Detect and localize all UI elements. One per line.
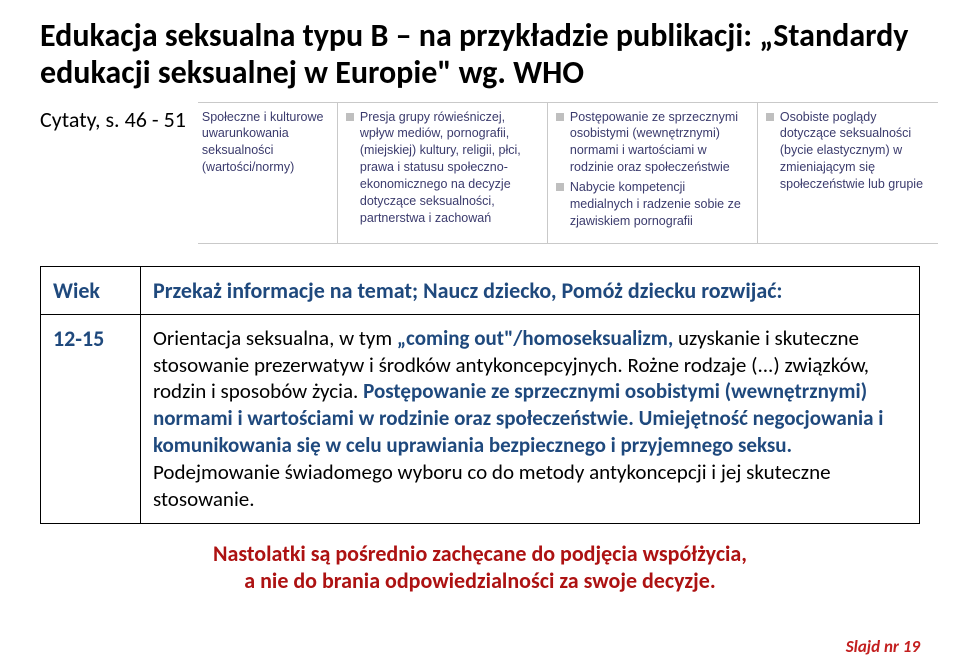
bullet-text: Nabycie kompetencji medialnych i radzeni…: [570, 179, 749, 230]
text-plain: Podejmowanie świadomego wyboru co do met…: [153, 459, 831, 512]
slide-title: Edukacja seksualna typu B – na przykładz…: [40, 18, 920, 92]
content-table: Wiek Przekaż informacje na temat; Naucz …: [40, 266, 920, 524]
slide-number: Slajd nr 19: [846, 636, 920, 657]
bullet-icon: [346, 113, 354, 121]
excerpt-col-2: Presja grupy rówieśniczej, wpływ mediów,…: [338, 103, 548, 243]
bullet-icon: [556, 113, 564, 121]
list-item: Nabycie kompetencji medialnych i radzeni…: [556, 179, 749, 230]
table-row: 12-15 Orientacja seksualna, w tym „comin…: [41, 314, 920, 523]
list-item: Presja grupy rówieśniczej, wpływ mediów,…: [346, 109, 539, 227]
td-age: 12-15: [41, 314, 141, 523]
text-plain: Orientacja seksualna, w tym: [153, 325, 397, 351]
citation-row: Cytaty, s. 46 - 51 Społeczne i kulturowe…: [40, 102, 920, 244]
list-item: Postępowanie ze sprzecznymi osobistymi (…: [556, 109, 749, 177]
bullet-icon: [766, 113, 774, 121]
bullet-text: Osobiste poglądy dotyczące seksualności …: [780, 109, 930, 193]
summary-text: Nastolatki są pośrednio zachęcane do pod…: [40, 540, 920, 595]
bullet-text: Postępowanie ze sprzecznymi osobistymi (…: [570, 109, 749, 177]
th-age: Wiek: [41, 266, 141, 314]
table-header-row: Wiek Przekaż informacje na temat; Naucz …: [41, 266, 920, 314]
bullet-text: Presja grupy rówieśniczej, wpływ mediów,…: [360, 109, 539, 227]
summary-line: a nie do brania odpowiedzialności za swo…: [244, 567, 715, 594]
th-content: Przekaż informacje na temat; Naucz dziec…: [141, 266, 920, 314]
excerpt-label-text: Społeczne i kulturowe uwarunkowania seks…: [202, 110, 324, 175]
list-item: Osobiste poglądy dotyczące seksualności …: [766, 109, 930, 193]
excerpt-col-3: Postępowanie ze sprzecznymi osobistymi (…: [548, 103, 758, 243]
td-content: Orientacja seksualna, w tym „coming out"…: [141, 314, 920, 523]
summary-line: Nastolatki są pośrednio zachęcane do pod…: [213, 540, 747, 567]
text-highlight: „coming out"/homoseksualizm,: [397, 325, 673, 351]
bullet-icon: [556, 183, 564, 191]
excerpt-col-4: Osobiste poglądy dotyczące seksualności …: [758, 103, 938, 243]
excerpt-col-label: Społeczne i kulturowe uwarunkowania seks…: [198, 103, 338, 243]
excerpt-panel: Społeczne i kulturowe uwarunkowania seks…: [198, 102, 938, 244]
citation-label: Cytaty, s. 46 - 51: [40, 102, 186, 133]
